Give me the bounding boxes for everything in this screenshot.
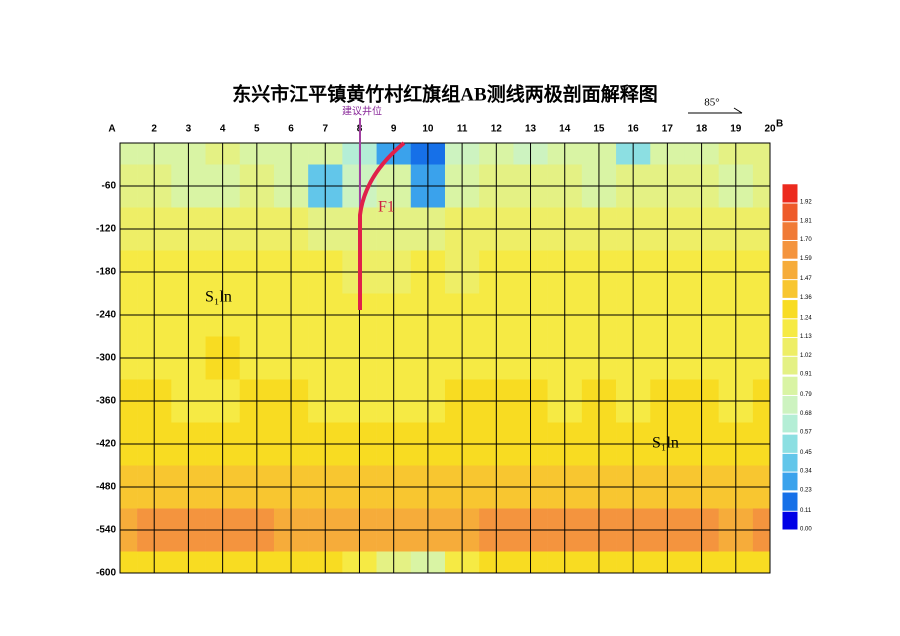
colorbar-swatch — [781, 433, 799, 454]
colorbar-swatch — [781, 375, 799, 396]
colorbar-label: 1.92 — [800, 200, 812, 206]
cell — [752, 143, 771, 165]
strata-label: S₁ln — [205, 289, 232, 306]
colorbar-label: 1.02 — [800, 353, 812, 359]
x-tick-label: 16 — [628, 124, 640, 135]
end-label: B — [776, 119, 783, 130]
azimuth-arrow — [688, 107, 743, 114]
colorbar-label: 1.24 — [800, 315, 812, 321]
x-tick-label: 18 — [696, 124, 708, 135]
y-tick-label: -180 — [96, 267, 116, 278]
colorbar-swatch — [781, 183, 799, 204]
colorbar-label: 1.47 — [800, 276, 812, 282]
x-tick-label: 11 — [457, 124, 468, 135]
y-tick-label: -420 — [96, 439, 116, 450]
y-tick-label: -600 — [96, 568, 116, 579]
colorbar-label: 0.00 — [800, 527, 812, 533]
colorbar-swatch — [781, 201, 799, 223]
plot-frame — [119, 142, 771, 574]
colorbar-swatch — [781, 510, 799, 531]
colorbar-swatch — [781, 413, 799, 434]
colorbar-label: 0.57 — [800, 430, 812, 436]
colorbar-swatch — [781, 394, 799, 415]
y-tick-label: -360 — [96, 396, 116, 407]
x-tick-label: 12 — [491, 124, 503, 135]
colorbar-label: 1.81 — [800, 218, 812, 224]
x-tick-label: 4 — [220, 124, 226, 135]
azimuth-label: 85° — [704, 97, 719, 109]
colorbar-swatch — [781, 220, 799, 241]
well-label: 建议井位 — [342, 104, 382, 117]
x-tick-label: 13 — [525, 124, 537, 135]
colorbar-label: 0.79 — [800, 392, 812, 398]
cell — [752, 551, 771, 574]
fault-label: F1 — [378, 199, 395, 216]
colorbar-swatch — [781, 278, 799, 299]
colorbar-swatch — [781, 355, 799, 376]
cell — [120, 143, 138, 165]
chart-title: 东兴市江平镇黄竹村红旗组AB测线两极剖面解释图 — [232, 82, 657, 105]
y-tick-label: -60 — [102, 181, 117, 192]
colorbar-label: 0.34 — [800, 469, 812, 475]
x-tick-label: 20 — [764, 124, 776, 135]
x-tick-label: 9 — [391, 124, 397, 135]
x-tick-label: 10 — [422, 124, 434, 135]
overlay: A234567891011121314151617181920-60-120-1… — [96, 124, 812, 579]
x-tick-label: 6 — [288, 124, 294, 135]
x-tick-label: 17 — [662, 124, 674, 135]
colorbar-swatch — [781, 239, 799, 260]
colorbar-swatch — [781, 299, 799, 320]
colorbar-swatch — [781, 452, 799, 473]
colorbar-swatch — [781, 336, 799, 357]
colorbar-label: 0.68 — [800, 411, 812, 417]
colorbar-label: 0.45 — [800, 450, 812, 456]
colorbar-label: 1.13 — [800, 334, 812, 340]
y-tick-label: -300 — [96, 353, 116, 364]
x-tick-label: 5 — [254, 124, 260, 135]
fault-line — [358, 141, 406, 310]
colorbar-label: 0.23 — [800, 487, 812, 493]
colorbar-swatch — [781, 491, 799, 512]
y-tick-label: -540 — [96, 525, 116, 536]
strata-label: S₁ln — [652, 435, 679, 452]
colorbar-swatch — [781, 317, 799, 339]
colorbar-label: 1.70 — [800, 237, 812, 243]
y-tick-label: -120 — [96, 224, 116, 235]
colorbar-label: 0.91 — [800, 372, 812, 378]
colorbar-label: 0.11 — [800, 508, 812, 514]
x-tick-label: 14 — [559, 124, 571, 135]
y-tick-label: -480 — [96, 482, 116, 493]
x-tick-label: 7 — [322, 124, 328, 135]
cell — [120, 551, 138, 574]
colorbar-label: 1.59 — [800, 256, 812, 262]
colorbar-swatch — [781, 471, 799, 492]
x-tick-label: 3 — [186, 124, 192, 135]
x-tick-label: A — [108, 124, 115, 135]
x-tick-label: 19 — [730, 124, 742, 135]
y-tick-label: -240 — [96, 310, 116, 321]
x-tick-label: 15 — [593, 124, 605, 135]
x-tick-label: 2 — [151, 124, 157, 135]
colorbar-label: 1.36 — [800, 295, 812, 301]
colorbar-swatch — [781, 259, 799, 281]
